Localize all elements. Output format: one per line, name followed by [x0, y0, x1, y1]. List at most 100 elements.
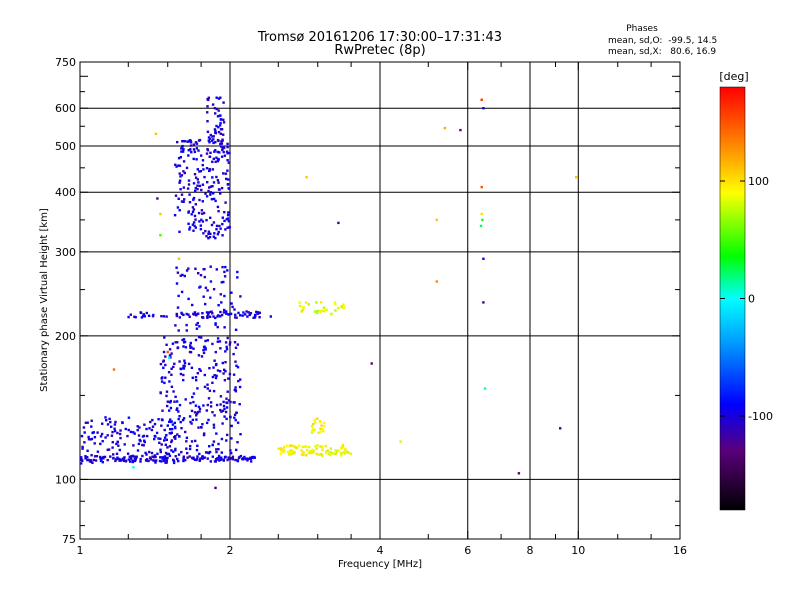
echo-point: [334, 449, 337, 452]
echo-point: [182, 140, 185, 143]
echo-point: [220, 451, 223, 454]
echo-point: [332, 452, 335, 455]
echo-point: [95, 455, 99, 458]
echo-point: [333, 301, 337, 304]
echo-point: [202, 348, 205, 352]
echo-point: [150, 451, 154, 455]
echo-point: [128, 460, 132, 463]
echo-point: [299, 304, 302, 308]
echo-point: [155, 431, 159, 435]
echo-point: [209, 296, 212, 299]
echo-point: [195, 142, 199, 145]
echo-point: [215, 175, 218, 179]
echo-point: [195, 457, 199, 460]
echo-point: [200, 355, 204, 358]
echo-point: [187, 179, 191, 182]
echo-point: [235, 364, 238, 367]
echo-point: [191, 418, 195, 422]
echo-point: [345, 450, 349, 453]
echo-point: [192, 208, 196, 211]
echo-point: [200, 336, 203, 339]
echo-point: [293, 450, 296, 454]
echo-point: [337, 221, 340, 225]
echo-point: [226, 433, 229, 437]
x-tick-label: 10: [571, 544, 585, 557]
echo-point: [214, 129, 217, 132]
echo-point: [317, 431, 320, 434]
echo-point: [221, 409, 225, 412]
echo-point: [297, 444, 301, 447]
echo-point: [136, 449, 140, 452]
echo-point: [215, 362, 218, 366]
echo-point: [217, 230, 220, 234]
echo-point: [106, 458, 109, 462]
echo-point: [194, 186, 197, 190]
echo-point: [175, 408, 178, 411]
echo-point: [163, 336, 166, 339]
echo-point: [245, 310, 248, 313]
echo-point: [143, 315, 146, 318]
echo-point: [241, 457, 244, 461]
echo-point: [215, 224, 219, 228]
echo-point: [480, 212, 483, 216]
echo-point: [192, 457, 195, 460]
y-tick-label: 500: [55, 140, 76, 153]
echo-point: [99, 459, 103, 462]
echo-point: [198, 410, 201, 413]
echo-point: [165, 438, 168, 441]
echo-point: [321, 309, 324, 313]
echo-point: [133, 315, 136, 318]
echo-point: [160, 424, 163, 427]
echo-point: [158, 459, 162, 463]
echo-point: [189, 444, 192, 448]
echo-point: [87, 458, 90, 462]
echo-point: [206, 339, 209, 342]
echo-point: [205, 195, 209, 198]
echo-point: [176, 341, 179, 344]
echo-point: [283, 445, 286, 449]
echo-point: [225, 397, 228, 400]
echo-point: [340, 454, 343, 457]
echo-point: [198, 368, 201, 371]
echo-point: [157, 437, 160, 440]
echo-point: [143, 423, 146, 426]
echo-point: [215, 403, 219, 407]
echo-point: [198, 220, 201, 223]
echo-point: [104, 436, 107, 439]
echo-point: [340, 446, 343, 450]
echo-point: [517, 472, 521, 475]
echo-point: [195, 412, 199, 415]
echo-point: [214, 131, 217, 135]
echo-point: [105, 419, 108, 422]
echo-point: [295, 446, 299, 450]
echo-point: [115, 442, 118, 446]
echo-point: [194, 376, 198, 379]
echo-point: [108, 417, 111, 421]
echo-point: [209, 401, 213, 404]
echo-point: [170, 352, 173, 355]
echo-point: [220, 313, 224, 317]
echo-point: [221, 216, 224, 219]
echo-point: [226, 458, 229, 462]
echo-point: [84, 457, 87, 460]
echo-point: [199, 457, 202, 460]
echo-point: [209, 265, 212, 268]
echo-point: [222, 400, 225, 404]
echo-point: [311, 448, 314, 452]
echo-point: [208, 235, 212, 239]
echo-point: [203, 175, 206, 179]
echo-point: [201, 423, 204, 426]
echo-point: [212, 315, 215, 318]
echo-point: [235, 316, 238, 319]
echo-point: [205, 219, 208, 222]
echo-point: [207, 189, 210, 193]
echo-point: [80, 456, 83, 459]
echo-point: [269, 315, 272, 318]
echo-point: [153, 422, 157, 426]
echo-point: [301, 445, 304, 449]
echo-point: [90, 437, 94, 441]
echo-point: [349, 452, 352, 455]
echo-point: [214, 112, 217, 115]
echo-point: [324, 450, 328, 453]
echo-point: [253, 313, 257, 317]
